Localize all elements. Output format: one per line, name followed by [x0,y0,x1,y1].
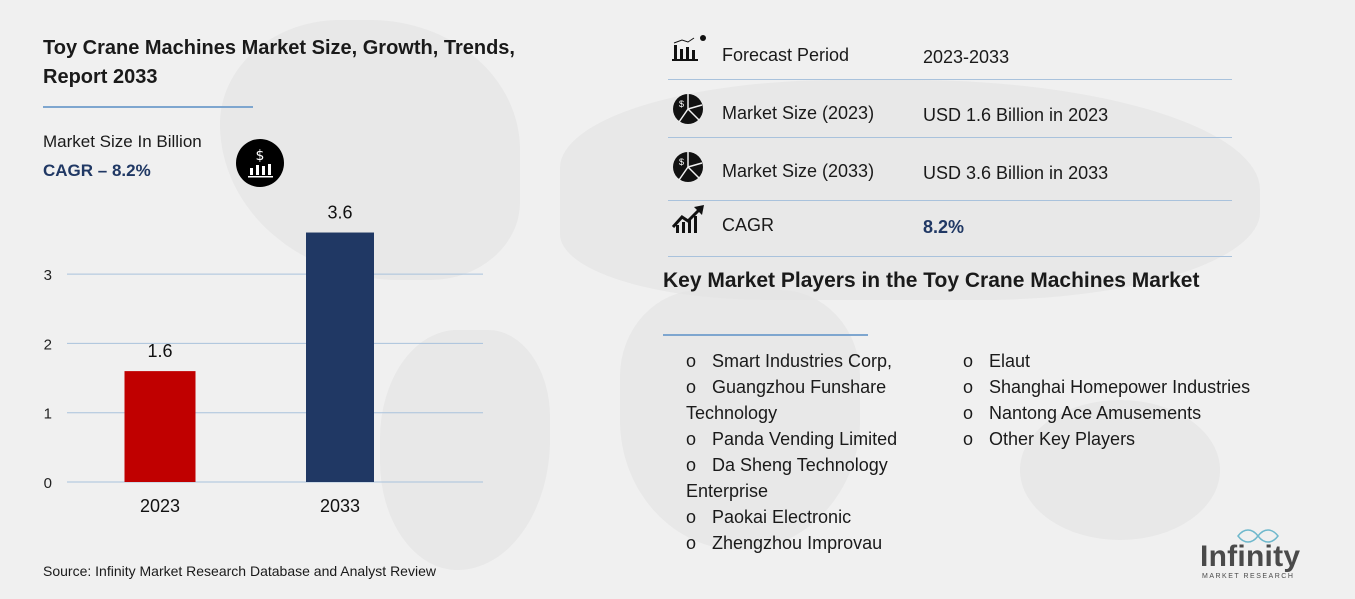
player-name: Panda Vending Limited [712,429,898,449]
stat-separator [668,137,1232,138]
stat-label: Forecast Period [722,45,850,65]
bullet: o [963,403,974,423]
player-name: Nantong Ace Amusements [989,403,1202,423]
svg-text:$: $ [256,148,265,164]
bullet: o [686,351,697,371]
player-item: o Guangzhou Funshare [686,374,886,400]
title-underline [43,106,253,108]
players-heading: Key Market Players in the Toy Crane Mach… [663,269,1200,292]
player-item: o Panda Vending Limited [686,426,897,452]
player-item: o Zhengzhou Improvau [686,530,882,556]
bullet: o [686,377,697,397]
source-note: Source: Infinity Market Research Databas… [43,563,436,579]
stat-separator [668,79,1232,80]
map-australia [1020,400,1220,540]
data-label: 3.6 [327,203,352,223]
svg-text:$: $ [679,157,684,167]
player-name: Technology [686,403,778,423]
stat-label: CAGR [722,215,775,235]
player-name: Paokai Electronic [712,507,852,527]
logo-text: Infinity [1200,540,1300,573]
bullet: o [963,351,974,371]
player-item: o Da Sheng Technology [686,452,888,478]
player-item: o Nantong Ace Amusements [963,400,1201,426]
player-name: Guangzhou Funshare [712,377,887,397]
player-item: Enterprise [686,478,768,504]
stat-label: Market Size (2023) [722,103,875,123]
y-tick-label: 1 [44,406,52,423]
infinity-logo-graphic: Infinity MARKET RESEARCH [1200,529,1300,580]
x-tick-label: 2033 [320,496,360,516]
svg-text:$: $ [679,99,684,109]
player-name: Enterprise [686,481,769,501]
players-heading-underline [663,334,868,336]
bullet: o [963,429,974,449]
bullet: o [686,533,697,553]
cagr-value: 8.2% [111,161,151,180]
map-africa [620,290,860,550]
player-item: o Elaut [963,348,1030,374]
stat-label: Market Size (2033) [722,161,875,181]
stat-value: 2023-2033 [923,47,1010,67]
map-south-america [380,330,550,570]
bar-chart: 0 1 2 3 1.6 2023 3.6 2033 [44,203,483,516]
bar-chart-pin-icon [672,35,706,61]
x-tick-label: 2023 [140,496,180,516]
player-item: o Other Key Players [963,426,1135,452]
player-item: o Paokai Electronic [686,504,851,530]
stat-value: USD 1.6 Billion in 2023 [923,105,1109,125]
stat-separator [668,200,1232,201]
dollar-pie-chart-icon: $ [673,152,703,182]
player-name: Zhengzhou Improvau [712,533,883,553]
bar-2023 [124,371,196,482]
player-name: Shanghai Homepower Industries [989,377,1251,397]
money-chart-icon: $ [236,139,284,187]
data-label: 1.6 [147,341,172,361]
y-tick-label: 3 [44,267,52,284]
growth-arrow-chart-icon [672,205,704,233]
y-tick-label: 0 [44,475,52,492]
y-tick-label: 2 [44,336,52,353]
market-size-label: Market Size In Billion [43,132,202,151]
player-name: Other Key Players [989,429,1136,449]
logo-subtext: MARKET RESEARCH [1202,573,1294,580]
map-eurasia [560,80,1260,300]
dollar-pie-chart-icon: $ [673,94,703,124]
stat-separator [668,256,1232,257]
player-item: o Smart Industries Corp, [686,348,892,374]
bullet: o [686,507,697,527]
stat-value: USD 3.6 Billion in 2033 [923,163,1109,183]
player-name: Smart Industries Corp, [712,351,893,371]
page-title: Toy Crane Machines Market Size, Growth, … [43,37,515,88]
stat-value: 8.2% [923,217,965,237]
player-name: Elaut [989,351,1031,371]
bullet: o [686,455,697,475]
player-item: Technology [686,400,777,426]
player-name: Da Sheng Technology [712,455,888,475]
infinity-logo: Infinity MARKET RESEARCH [1198,522,1302,587]
cagr-line: CAGR – 8.2% [43,161,151,181]
bullet: o [963,377,974,397]
bar-2033 [306,232,374,482]
bullet: o [686,429,697,449]
player-item: o Shanghai Homepower Industries [963,374,1250,400]
cagr-label: CAGR – [43,161,108,180]
